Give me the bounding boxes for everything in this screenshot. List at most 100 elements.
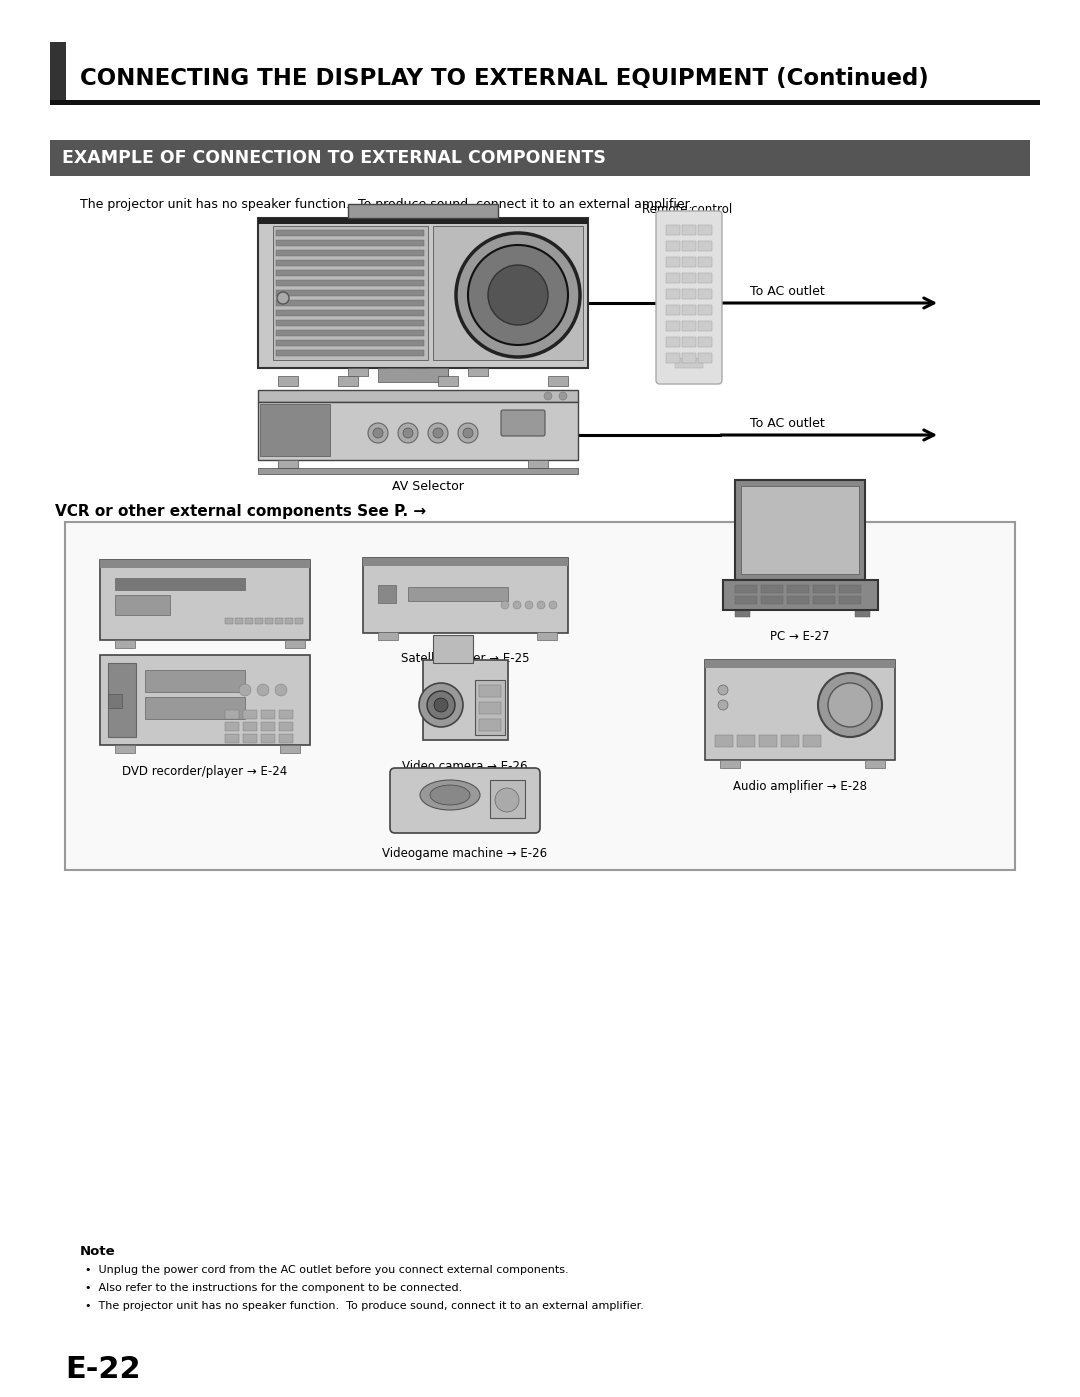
Circle shape	[373, 427, 383, 439]
Bar	[225, 710, 239, 719]
Text: To AC outlet: To AC outlet	[750, 285, 825, 298]
Circle shape	[427, 692, 455, 719]
Bar	[804, 735, 821, 747]
Bar	[258, 218, 588, 224]
Bar	[698, 242, 712, 251]
Bar	[735, 585, 757, 592]
Text: Audio amplifier → E-28: Audio amplifier → E-28	[733, 780, 867, 793]
Circle shape	[434, 698, 448, 712]
Bar	[480, 703, 501, 714]
Bar	[276, 300, 424, 306]
Bar	[666, 321, 680, 331]
Bar	[433, 226, 583, 360]
Bar	[681, 225, 696, 235]
Bar	[681, 305, 696, 314]
Bar	[348, 204, 498, 218]
Text: DVD recorder/player → E-24: DVD recorder/player → E-24	[122, 766, 287, 778]
Bar	[666, 242, 680, 251]
Bar	[50, 42, 66, 102]
Bar	[243, 733, 257, 743]
Bar	[698, 289, 712, 299]
Bar	[548, 376, 568, 386]
Circle shape	[456, 233, 580, 358]
Bar	[145, 697, 245, 719]
Bar	[276, 351, 424, 356]
Bar	[433, 636, 473, 664]
Bar	[378, 367, 448, 381]
Bar	[681, 321, 696, 331]
Bar	[741, 486, 859, 574]
Bar	[723, 580, 878, 610]
Circle shape	[275, 685, 287, 696]
Bar	[666, 225, 680, 235]
Bar	[255, 617, 264, 624]
Bar	[261, 733, 275, 743]
Bar	[681, 289, 696, 299]
Bar	[480, 685, 501, 697]
Bar	[698, 225, 712, 235]
Circle shape	[419, 683, 463, 726]
Circle shape	[549, 601, 557, 609]
Bar	[378, 631, 399, 640]
Bar	[865, 760, 885, 768]
Circle shape	[544, 393, 552, 400]
Bar	[100, 560, 310, 569]
Bar	[666, 353, 680, 363]
Bar	[276, 250, 424, 256]
Circle shape	[559, 393, 567, 400]
Circle shape	[428, 423, 448, 443]
Bar	[438, 376, 458, 386]
Bar	[114, 640, 135, 648]
Circle shape	[257, 685, 269, 696]
Bar	[295, 617, 303, 624]
Circle shape	[718, 700, 728, 710]
Bar	[781, 735, 799, 747]
Bar	[813, 597, 835, 604]
Text: The projector unit has no speaker function.  To produce sound, connect it to an : The projector unit has no speaker functi…	[80, 198, 692, 211]
Ellipse shape	[430, 785, 470, 805]
Bar	[279, 733, 293, 743]
Bar	[681, 337, 696, 346]
Bar	[363, 557, 568, 566]
Bar	[681, 257, 696, 267]
Circle shape	[433, 427, 443, 439]
Bar	[675, 358, 703, 367]
Text: •  The projector unit has no speaker function.  To produce sound, connect it to : • The projector unit has no speaker func…	[85, 1301, 644, 1310]
Circle shape	[818, 673, 882, 738]
Bar	[225, 733, 239, 743]
Text: •  Unplug the power cord from the AC outlet before you connect external componen: • Unplug the power cord from the AC outl…	[85, 1266, 569, 1275]
Bar	[276, 320, 424, 326]
Circle shape	[368, 423, 388, 443]
Bar	[50, 140, 1030, 176]
Text: VCR → E-23: VCR → E-23	[171, 659, 239, 673]
Circle shape	[513, 601, 521, 609]
Bar	[278, 460, 298, 468]
Bar	[839, 597, 861, 604]
Bar	[258, 218, 588, 367]
Bar	[475, 680, 505, 735]
Text: AV Selector: AV Selector	[392, 481, 464, 493]
Circle shape	[525, 601, 534, 609]
Bar	[260, 404, 330, 455]
Text: PC → E-27: PC → E-27	[770, 630, 829, 643]
Bar	[720, 760, 740, 768]
Bar	[839, 585, 861, 592]
Bar	[243, 710, 257, 719]
Circle shape	[463, 427, 473, 439]
Bar	[261, 710, 275, 719]
Bar	[537, 631, 557, 640]
Bar	[273, 226, 428, 360]
Text: VCR or other external components See P. →: VCR or other external components See P. …	[55, 504, 427, 520]
Circle shape	[488, 265, 548, 326]
Ellipse shape	[420, 780, 480, 810]
Circle shape	[276, 292, 289, 305]
Bar	[145, 671, 245, 692]
FancyBboxPatch shape	[501, 409, 545, 436]
Bar	[279, 710, 293, 719]
Text: To AC outlet: To AC outlet	[750, 416, 825, 430]
Bar	[787, 597, 809, 604]
Bar	[276, 310, 424, 316]
Bar	[705, 659, 895, 668]
Bar	[276, 330, 424, 337]
Bar	[408, 587, 508, 601]
